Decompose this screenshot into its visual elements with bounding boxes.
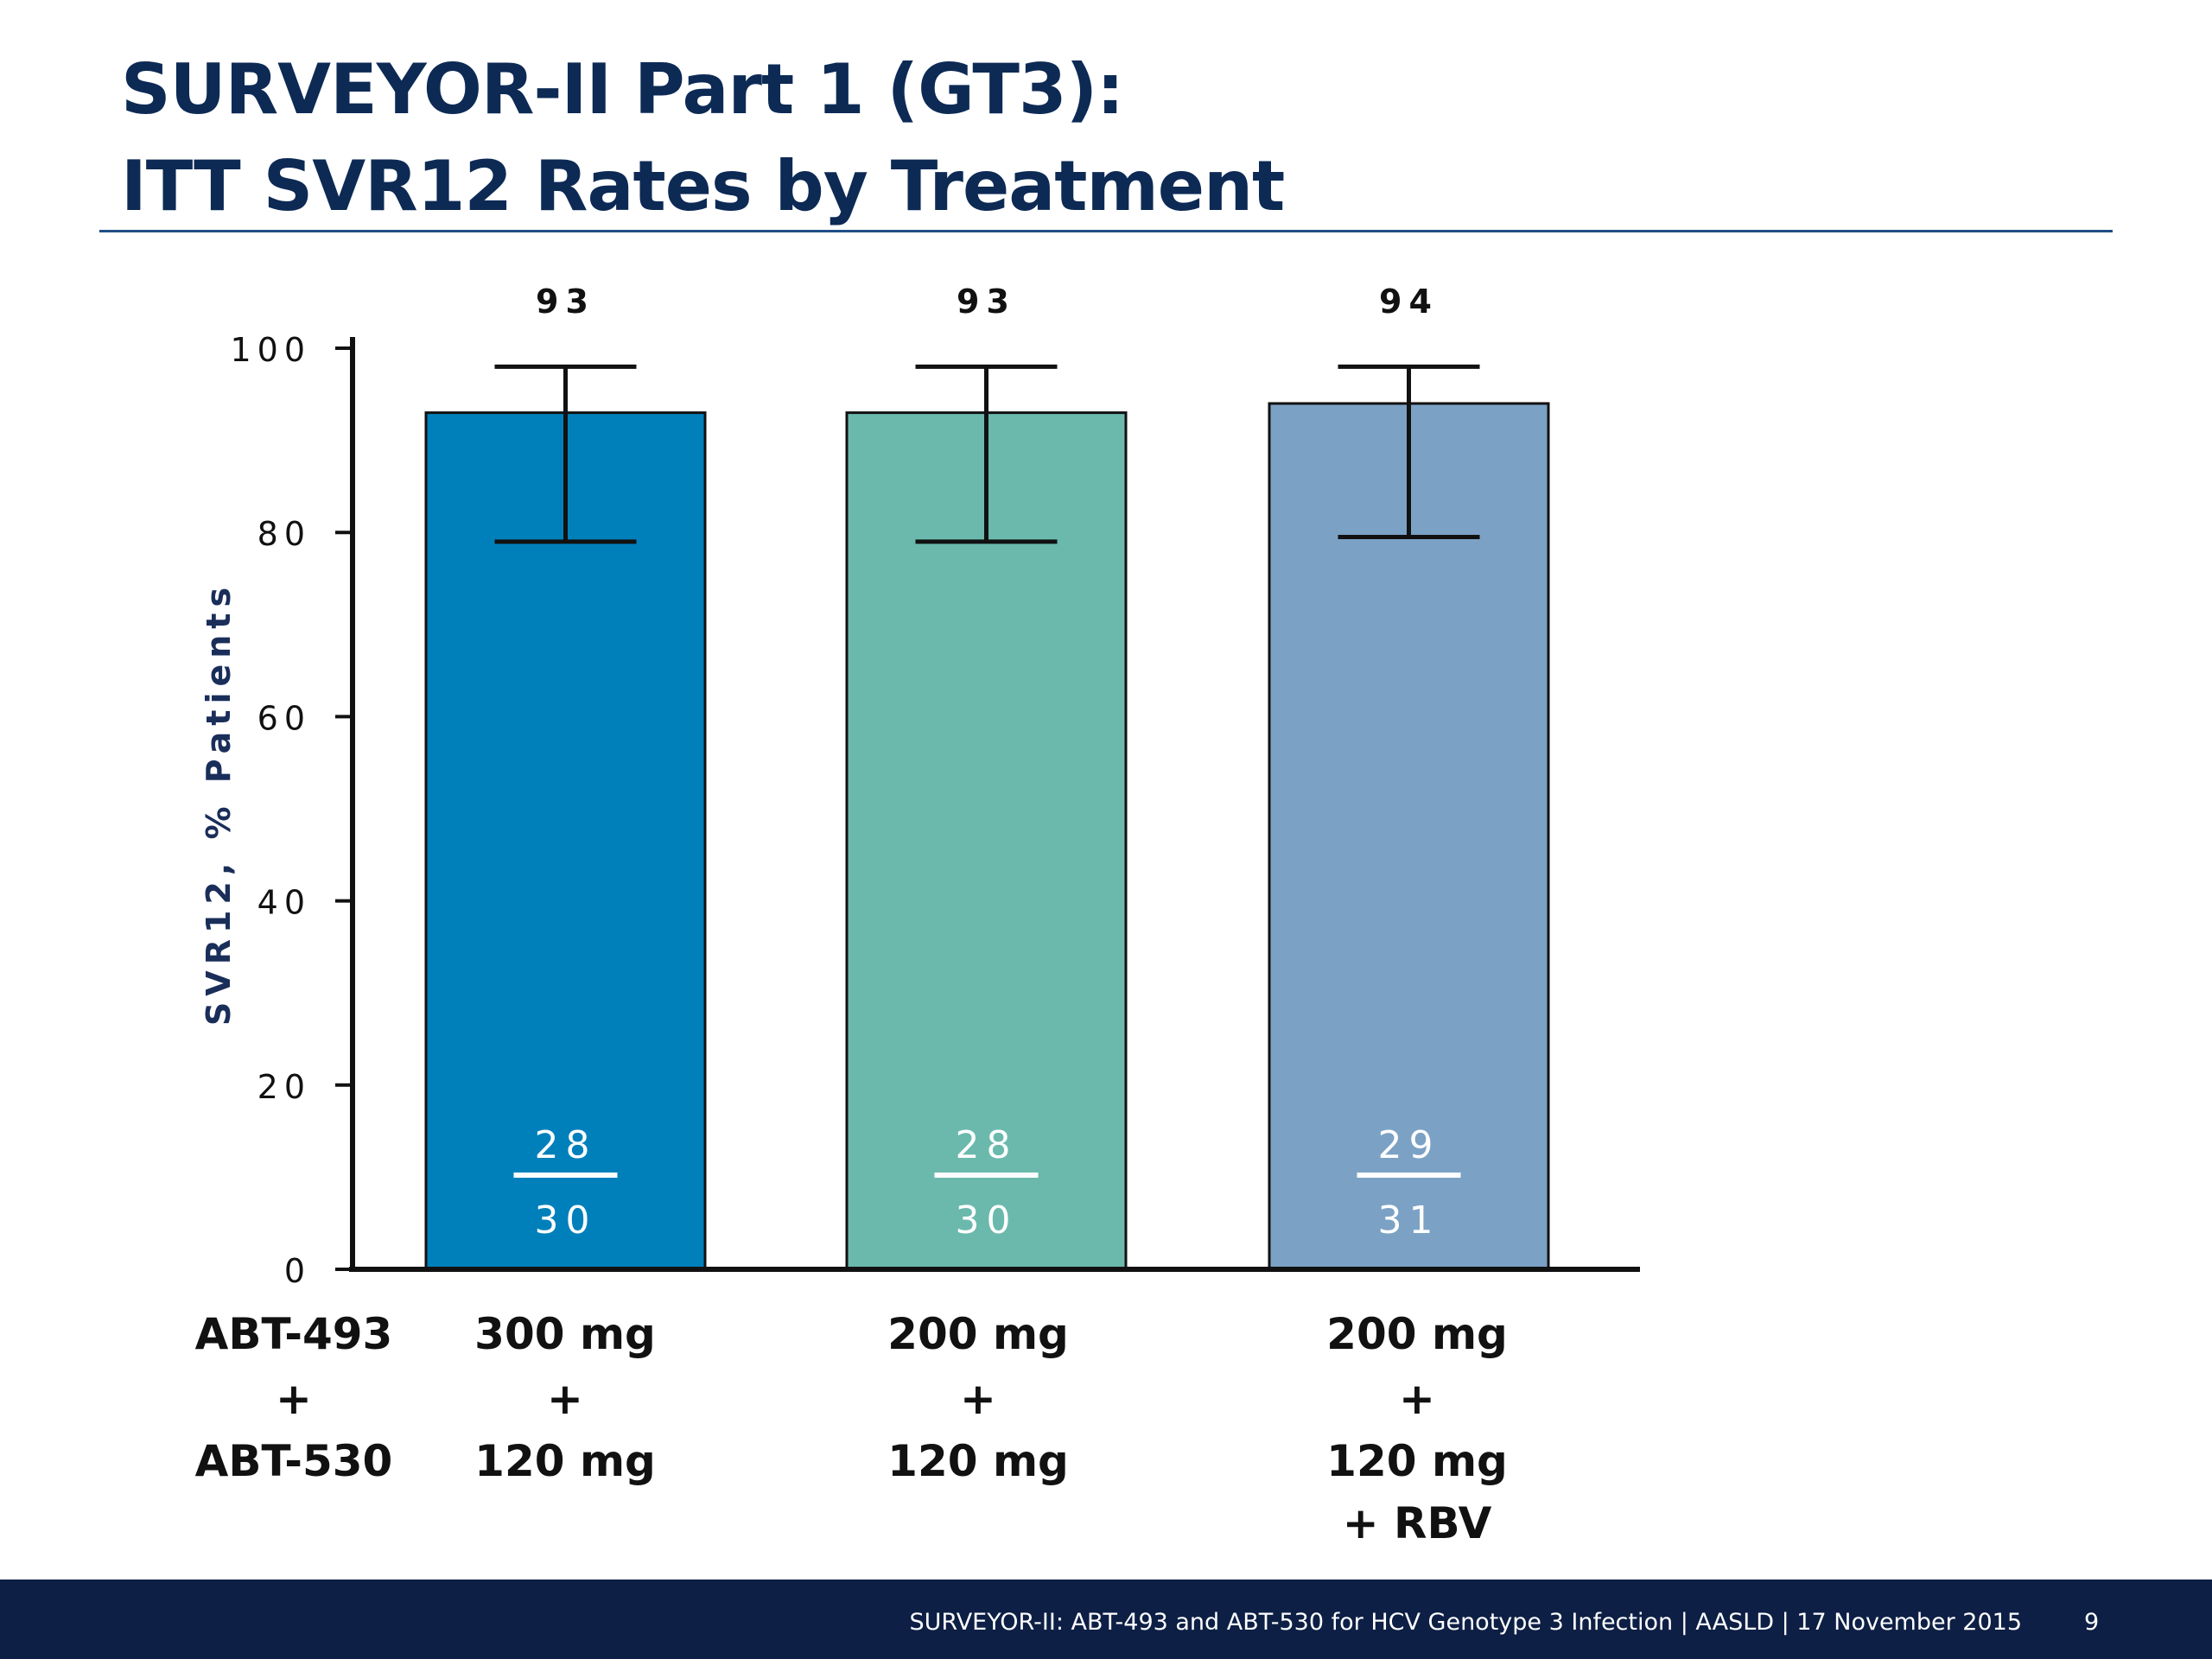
dose-3-line-1: 200 mg [1326, 1309, 1508, 1359]
dose-1-line-2: + [547, 1374, 583, 1424]
dose-2-line-2: + [960, 1374, 996, 1424]
bar-2 [845, 411, 1128, 1271]
drug2-label: ABT-530 [194, 1436, 393, 1486]
fraction-1-denominator: 30 [535, 1198, 597, 1243]
fraction-2-numerator: 28 [956, 1123, 1018, 1167]
value-label-2: 93 [957, 283, 1016, 321]
value-label-3: 94 [1379, 283, 1439, 321]
y-tick-label-60: 60 [257, 699, 311, 737]
slide-title-line-2: ITT SVR12 Rates by Treatment [121, 146, 1285, 226]
value-label-1: 93 [536, 283, 595, 321]
bar-3 [1268, 402, 1550, 1271]
footer-bar [0, 1580, 2212, 1659]
dose-2-line-3: 120 mg [887, 1436, 1069, 1486]
y-tick-label-0: 0 [284, 1252, 311, 1290]
y-tick-label-20: 20 [257, 1068, 311, 1106]
page-number: 9 [2084, 1609, 2100, 1636]
dose-1-line-3: 120 mg [474, 1436, 656, 1486]
title-divider [99, 230, 2113, 232]
fraction-2-denominator: 30 [956, 1198, 1018, 1243]
fraction-1-numerator: 28 [535, 1123, 597, 1167]
y-tick-label-40: 40 [257, 884, 311, 922]
fraction-3-denominator: 31 [1378, 1198, 1440, 1243]
footer-citation: SURVEYOR-II: ABT-493 and ABT-530 for HCV… [909, 1609, 2022, 1636]
dose-3-line-4: + RBV [1342, 1498, 1492, 1548]
slide-title: SURVEYOR-II Part 1 (GT3): ITT SVR12 Rate… [121, 41, 1285, 235]
y-tick-label-100: 100 [230, 331, 311, 369]
slide-title-line-1: SURVEYOR-II Part 1 (GT3): [121, 49, 1124, 130]
y-axis-label: SVR12, % Patients [200, 582, 238, 1026]
dose-3-line-3: 120 mg [1326, 1436, 1508, 1486]
drug1-label: ABT-493 [194, 1309, 393, 1359]
dose-2-line-1: 200 mg [887, 1309, 1069, 1359]
dose-1-line-1: 300 mg [474, 1309, 656, 1359]
drug-plus-label: + [276, 1374, 312, 1424]
dose-3-line-2: + [1399, 1374, 1435, 1424]
fraction-3-numerator: 29 [1378, 1123, 1440, 1167]
y-tick-label-80: 80 [257, 515, 311, 553]
